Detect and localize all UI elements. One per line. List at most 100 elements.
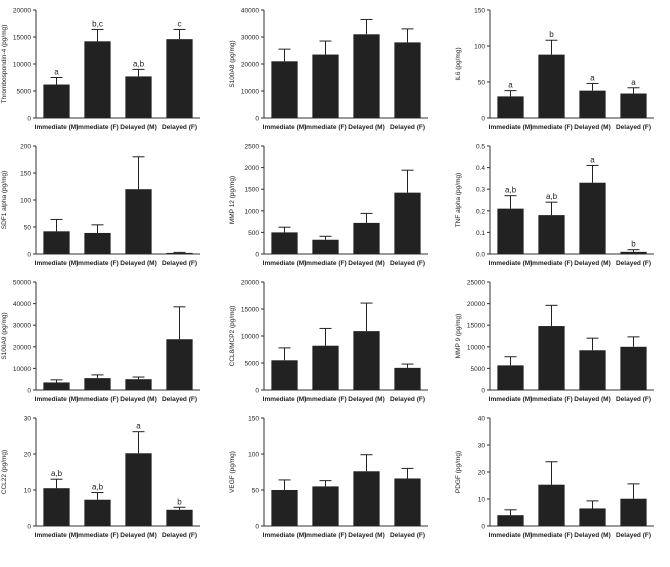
y-tick-label: 5000 bbox=[17, 89, 32, 96]
bar bbox=[353, 34, 380, 118]
y-tick-label: 0.4 bbox=[476, 165, 485, 172]
x-tick-label: Immediate (F) bbox=[530, 260, 572, 267]
bar bbox=[620, 498, 647, 526]
y-tick-label: 100 bbox=[474, 44, 485, 51]
x-tick-label: Immediate (M) bbox=[263, 532, 307, 539]
significance-label: a,b bbox=[51, 469, 63, 478]
bar bbox=[312, 486, 339, 526]
significance-label: a bbox=[631, 78, 636, 87]
significance-label: a bbox=[136, 422, 141, 431]
bar bbox=[497, 208, 524, 254]
bar bbox=[394, 192, 421, 254]
significance-label: a,b bbox=[505, 186, 517, 195]
y-tick-label: 10 bbox=[24, 488, 32, 495]
y-tick-label: 1000 bbox=[245, 208, 260, 215]
y-tick-label: 20 bbox=[478, 470, 486, 477]
y-tick-label: 15000 bbox=[13, 35, 31, 42]
y-axis-label: S100A9 (pg/mg) bbox=[1, 312, 8, 359]
bar bbox=[271, 360, 298, 390]
y-tick-label: 0.1 bbox=[476, 230, 485, 237]
y-tick-label: 2000 bbox=[245, 165, 260, 172]
x-tick-label: Delayed (M) bbox=[574, 396, 610, 403]
y-tick-label: 500 bbox=[248, 230, 259, 237]
x-tick-label: Delayed (F) bbox=[162, 260, 197, 267]
y-tick-label: 20000 bbox=[467, 301, 485, 308]
significance-label: b bbox=[177, 497, 182, 506]
bar bbox=[312, 54, 339, 118]
bar bbox=[497, 96, 524, 118]
x-tick-label: Delayed (M) bbox=[348, 532, 384, 539]
y-tick-label: 0 bbox=[27, 524, 31, 531]
x-tick-label: Delayed (F) bbox=[616, 124, 651, 131]
y-tick-label: 30000 bbox=[241, 35, 259, 42]
x-tick-label: Immediate (M) bbox=[489, 124, 533, 131]
significance-label: a bbox=[508, 81, 513, 90]
x-tick-label: Delayed (M) bbox=[348, 396, 384, 403]
y-axis-label: CCL22 (pg/mg) bbox=[1, 450, 8, 494]
bar bbox=[43, 382, 70, 390]
y-tick-label: 5000 bbox=[245, 361, 260, 368]
x-tick-label: Delayed (M) bbox=[120, 532, 156, 539]
y-tick-label: 1500 bbox=[245, 187, 260, 194]
x-tick-label: Immediate (M) bbox=[489, 260, 533, 267]
y-tick-label: 10000 bbox=[241, 334, 259, 341]
y-tick-label: 40 bbox=[478, 416, 486, 423]
bar bbox=[497, 365, 524, 390]
bar bbox=[43, 231, 70, 254]
y-tick-label: 10000 bbox=[241, 89, 259, 96]
significance-label: a bbox=[590, 155, 595, 164]
x-tick-label: Immediate (F) bbox=[530, 532, 572, 539]
x-tick-label: Immediate (M) bbox=[263, 124, 307, 131]
y-tick-label: 0 bbox=[27, 116, 31, 123]
y-tick-label: 0 bbox=[481, 388, 485, 395]
chart-panel-9: 0 5000 10000 15000 20000 25000 MMP 9 (pg/mg) Im… bbox=[455, 280, 654, 403]
y-axis-label: Thrombospondin-4 (pg/mg) bbox=[1, 25, 8, 104]
significance-label: a,b bbox=[133, 59, 145, 68]
y-axis-label: MMP 12 (pg/mg) bbox=[229, 176, 236, 224]
y-tick-label: 100 bbox=[20, 198, 31, 205]
y-tick-label: 100 bbox=[248, 452, 259, 459]
y-tick-label: 20000 bbox=[13, 8, 31, 15]
bar bbox=[166, 509, 193, 526]
significance-label: a,b bbox=[92, 483, 104, 492]
y-tick-label: 50 bbox=[24, 225, 32, 232]
y-tick-label: 10000 bbox=[467, 344, 485, 351]
y-tick-label: 150 bbox=[474, 8, 485, 15]
y-tick-label: 25000 bbox=[467, 280, 485, 287]
bar bbox=[353, 471, 380, 526]
y-tick-label: 0.3 bbox=[476, 187, 485, 194]
bar bbox=[166, 339, 193, 390]
y-tick-label: 0 bbox=[255, 116, 259, 123]
y-tick-label: 20000 bbox=[13, 344, 31, 351]
y-tick-label: 0 bbox=[27, 388, 31, 395]
bar bbox=[125, 189, 152, 254]
bar bbox=[125, 453, 152, 526]
x-tick-label: Immediate (F) bbox=[530, 124, 572, 131]
x-tick-label: Delayed (M) bbox=[348, 124, 384, 131]
x-tick-label: Delayed (F) bbox=[616, 396, 651, 403]
chart-panel-3: 0 50 100 150 IL6 (pg/mg) a Immediate (M) b Immed… bbox=[455, 8, 654, 131]
x-tick-label: Delayed (F) bbox=[162, 396, 197, 403]
significance-label: c bbox=[178, 19, 182, 28]
significance-label: b bbox=[631, 240, 636, 249]
y-tick-label: 30 bbox=[478, 443, 486, 450]
bar bbox=[579, 508, 606, 526]
bar bbox=[353, 331, 380, 390]
y-tick-label: 10 bbox=[478, 497, 486, 504]
x-tick-label: Delayed (M) bbox=[348, 260, 384, 267]
bar bbox=[538, 54, 565, 118]
x-tick-label: Delayed (F) bbox=[390, 396, 425, 403]
y-axis-label: S100A8 (pg/mg) bbox=[229, 40, 236, 87]
x-tick-label: Immediate (F) bbox=[304, 532, 346, 539]
bar bbox=[538, 484, 565, 526]
x-tick-label: Delayed (F) bbox=[616, 532, 651, 539]
x-tick-label: Immediate (F) bbox=[76, 260, 118, 267]
bar bbox=[579, 90, 606, 118]
x-tick-label: Delayed (M) bbox=[120, 396, 156, 403]
bar bbox=[166, 39, 193, 118]
bar bbox=[579, 350, 606, 390]
chart-panel-7: 0 10000 20000 30000 40000 50000 S100A9 (pg/mg)… bbox=[1, 280, 200, 403]
y-tick-label: 40000 bbox=[13, 301, 31, 308]
significance-label: a bbox=[54, 68, 59, 77]
y-tick-label: 0 bbox=[255, 524, 259, 531]
